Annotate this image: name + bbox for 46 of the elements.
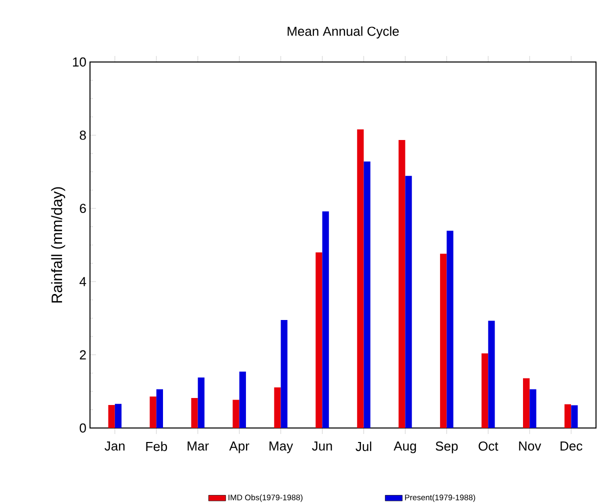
y-tick-label: 2 [80, 350, 86, 360]
x-tick-label: Feb [146, 442, 168, 452]
bar [280, 320, 288, 428]
x-tick-label: Nov [519, 442, 542, 451]
y-tick-label: 0 [80, 423, 86, 433]
bar [357, 129, 364, 428]
y-tick-label: 8 [80, 130, 86, 140]
y-axis-title: Rainfall (mm/day) [51, 187, 66, 303]
chart-title: Mean Annual Cycle [288, 26, 399, 38]
x-tick-label: Sep [436, 442, 458, 454]
bar [108, 404, 115, 428]
bar [239, 372, 246, 428]
bar [488, 320, 495, 428]
bar [530, 389, 536, 428]
bar [150, 396, 156, 428]
bar [316, 252, 322, 428]
x-tick-label: Jul [356, 442, 372, 452]
y-tick-label: 4 [80, 277, 86, 286]
bar [405, 176, 412, 428]
bar [564, 404, 572, 428]
bar [198, 377, 204, 428]
x-tick-label: Aug [394, 442, 416, 454]
x-tick-label: Apr [229, 442, 250, 454]
bar [482, 353, 488, 428]
bar [364, 162, 370, 428]
x-tick-label: Jun [312, 442, 332, 451]
bar [322, 211, 329, 428]
x-tick-label: May [270, 442, 294, 454]
x-tick-label: Oct [478, 442, 498, 451]
y-tick-label: 6 [80, 204, 86, 213]
x-tick-label: Dec [560, 442, 582, 451]
bar [446, 230, 454, 428]
bar [156, 389, 163, 428]
x-tick-label: Jan [104, 442, 125, 451]
x-tick-label: Mar [188, 442, 209, 451]
bar [114, 404, 122, 428]
y-tick-label: 10 [72, 57, 86, 67]
legend-label: Present(1979-1988) [405, 494, 476, 502]
legend-label: IMD Obs(1979-1988) [228, 494, 302, 502]
bar [440, 254, 447, 428]
bar [523, 378, 530, 428]
bar [274, 387, 281, 428]
bar [398, 140, 406, 428]
bar [191, 398, 198, 428]
bar [232, 400, 240, 428]
bar [571, 405, 578, 428]
